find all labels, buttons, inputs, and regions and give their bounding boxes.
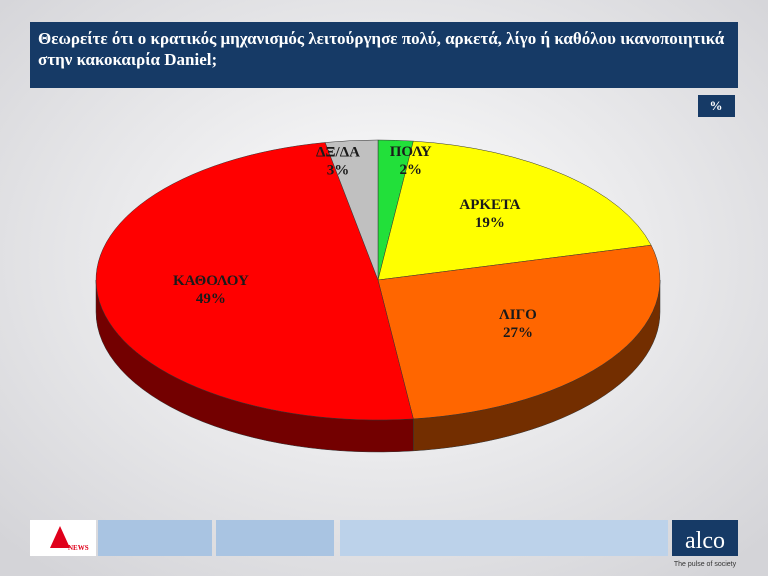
title-box: Θεωρείτε ότι ο κρατικός μηχανισμός λειτο… [38,29,725,69]
unit-badge-text: % [710,98,723,113]
slice-category: ΑΡΚΕΤΑ [459,197,520,213]
slice-category: ΛΙΓΟ [499,307,537,323]
footer-strip [98,520,212,556]
footer-strip [216,520,334,556]
brand-box [672,520,738,556]
slice-category: ΚΑΘΟΛΟΥ [173,273,249,289]
slice [377,140,652,281]
slice-value: 49% [196,291,226,307]
title-bar [30,22,738,88]
slice-category: ΔΞ/ΔΑ [316,144,360,160]
news-logo-icon [50,526,70,548]
news-logo-text: NEWS [68,544,89,552]
slice-value: 19% [475,215,505,231]
tagline: The pulse of society [674,561,737,568]
slice-category: ΠΟΛΥ [390,144,432,160]
slice [324,139,379,281]
slice-value: 3% [327,162,350,178]
brand: alco [685,528,725,554]
footer-strip [340,520,668,556]
slice [95,142,414,421]
slice [377,244,661,420]
pie: ΠΟΛΥ 2% ΑΡΚΕΤΑ 19% ΛΙΓΟ 27% ΚΑΘΟΛΟΥ 49% ΔΞ/ΔΑ 3% [95,139,661,453]
chart-title: Θεωρείτε ότι ο κρατικός μηχανισμός λειτο… [38,29,725,69]
slice-value: 2% [399,162,422,178]
slice-value: 27% [503,325,533,341]
unit-badge [698,95,735,117]
